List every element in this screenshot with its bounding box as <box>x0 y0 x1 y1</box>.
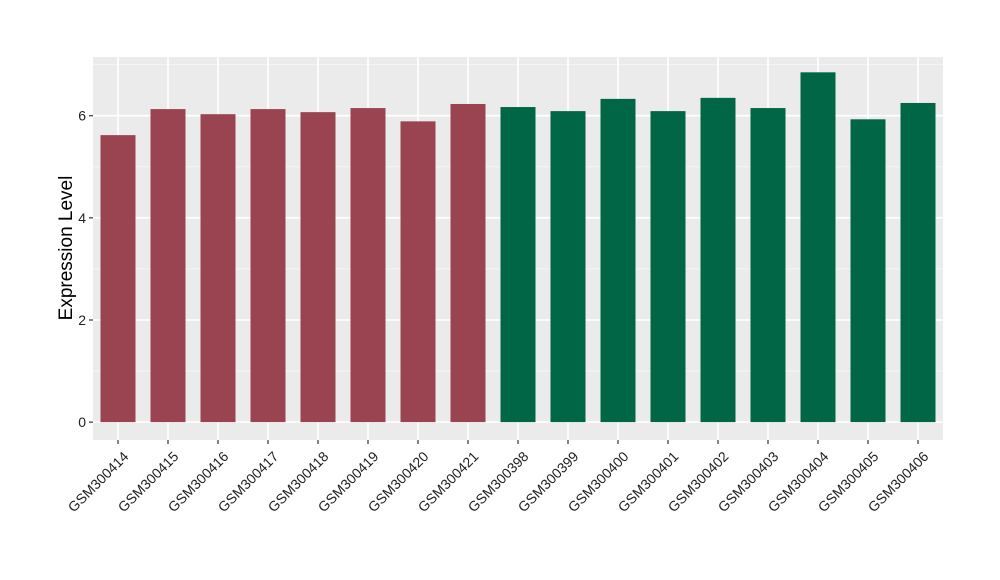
bar-GSM300419 <box>350 108 386 423</box>
bar-GSM300421 <box>450 103 486 423</box>
bar-GSM300405 <box>850 119 886 423</box>
bar-GSM300403 <box>750 108 786 423</box>
y-axis-label: Expression Level <box>56 176 77 321</box>
y-axis: 0 2 4 6 <box>78 108 93 430</box>
bar-GSM300415 <box>150 109 186 423</box>
bar-GSM300417 <box>250 109 286 423</box>
y-tick-label: 0 <box>78 414 86 430</box>
bar-GSM300402 <box>700 97 736 423</box>
bar-GSM300398 <box>500 107 536 423</box>
y-tick-label: 2 <box>78 312 86 328</box>
x-axis: GSM300414GSM300415GSM300416GSM300417GSM3… <box>65 440 932 515</box>
bar-GSM300414 <box>100 135 136 423</box>
bar-GSM300418 <box>300 112 336 423</box>
bars <box>100 72 936 423</box>
bar-GSM300399 <box>550 111 586 423</box>
bar-GSM300420 <box>400 121 436 423</box>
y-tick-label: 6 <box>78 108 86 124</box>
bar-GSM300404 <box>800 72 836 423</box>
bar-GSM300416 <box>200 114 236 423</box>
bar-GSM300400 <box>600 98 636 423</box>
bar-GSM300406 <box>900 102 936 423</box>
bar-GSM300401 <box>650 111 686 423</box>
y-tick-label: 4 <box>78 210 86 226</box>
